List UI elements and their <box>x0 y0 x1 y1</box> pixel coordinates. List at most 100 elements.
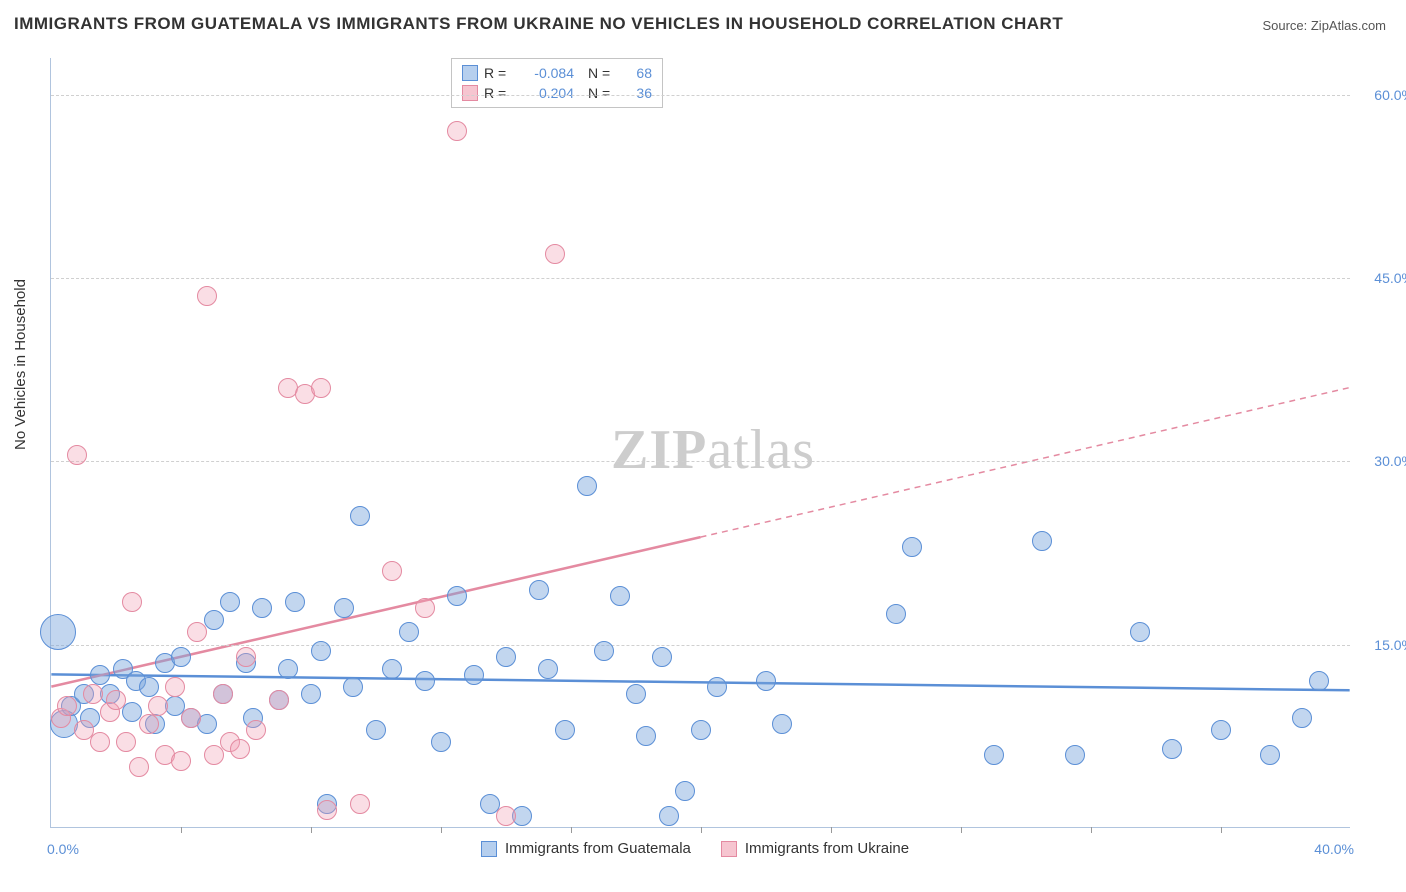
data-point <box>139 714 159 734</box>
y-tick-label: 30.0% <box>1374 453 1406 469</box>
data-point <box>57 696 77 716</box>
gridline-h <box>51 95 1350 96</box>
data-point <box>343 677 363 697</box>
data-point <box>1292 708 1312 728</box>
scatter-plot: ZIPatlas R = -0.084 N = 68 R = 0.204 N =… <box>50 58 1350 828</box>
data-point <box>382 659 402 679</box>
data-point <box>139 677 159 697</box>
data-point <box>129 757 149 777</box>
x-tick <box>961 827 962 833</box>
data-point <box>626 684 646 704</box>
data-point <box>213 684 233 704</box>
data-point <box>116 732 136 752</box>
data-point <box>577 476 597 496</box>
watermark: ZIPatlas <box>611 418 815 482</box>
data-point <box>886 604 906 624</box>
swatch-blue <box>462 65 478 81</box>
data-point <box>555 720 575 740</box>
data-point <box>652 647 672 667</box>
data-point <box>171 647 191 667</box>
chart-title: IMMIGRANTS FROM GUATEMALA VS IMMIGRANTS … <box>14 14 1063 34</box>
data-point <box>538 659 558 679</box>
data-point <box>902 537 922 557</box>
data-point <box>610 586 630 606</box>
n-value-pink: 36 <box>622 83 652 103</box>
data-point <box>204 610 224 630</box>
n-value-blue: 68 <box>622 63 652 83</box>
data-point <box>171 751 191 771</box>
data-point <box>1065 745 1085 765</box>
data-point <box>311 641 331 661</box>
data-point <box>382 561 402 581</box>
swatch-pink <box>462 85 478 101</box>
data-point <box>278 659 298 679</box>
data-point <box>984 745 1004 765</box>
gridline-h <box>51 645 1350 646</box>
legend-item-ukraine: Immigrants from Ukraine <box>721 840 909 857</box>
data-point <box>1260 745 1280 765</box>
data-point <box>220 592 240 612</box>
r-label: R = <box>484 83 512 103</box>
r-value-blue: -0.084 <box>518 63 574 83</box>
data-point <box>230 739 250 759</box>
data-point <box>90 732 110 752</box>
legend-row-pink: R = 0.204 N = 36 <box>462 83 652 103</box>
data-point <box>350 794 370 814</box>
watermark-atlas: atlas <box>707 419 815 481</box>
n-label: N = <box>588 63 616 83</box>
data-point <box>366 720 386 740</box>
gridline-h <box>51 278 1350 279</box>
y-tick-label: 45.0% <box>1374 270 1406 286</box>
data-point <box>399 622 419 642</box>
data-point <box>311 378 331 398</box>
data-point <box>756 671 776 691</box>
data-point <box>447 121 467 141</box>
data-point <box>1309 671 1329 691</box>
series-legend: Immigrants from Guatemala Immigrants fro… <box>481 840 909 857</box>
data-point <box>246 720 266 740</box>
x-axis-max: 40.0% <box>1314 841 1354 857</box>
data-point <box>334 598 354 618</box>
data-point <box>415 598 435 618</box>
data-point <box>285 592 305 612</box>
data-point <box>236 647 256 667</box>
x-tick <box>701 827 702 833</box>
swatch-blue <box>481 841 497 857</box>
data-point <box>529 580 549 600</box>
x-tick <box>311 827 312 833</box>
legend-item-guatemala: Immigrants from Guatemala <box>481 840 691 857</box>
data-point <box>148 696 168 716</box>
data-point <box>252 598 272 618</box>
watermark-zip: ZIP <box>611 419 707 481</box>
data-point <box>464 665 484 685</box>
data-point <box>40 614 76 650</box>
gridline-h <box>51 461 1350 462</box>
y-tick-label: 60.0% <box>1374 87 1406 103</box>
y-tick-label: 15.0% <box>1374 637 1406 653</box>
x-tick <box>1221 827 1222 833</box>
x-tick <box>181 827 182 833</box>
y-axis-label: No Vehicles in Household <box>12 279 29 450</box>
data-point <box>122 592 142 612</box>
swatch-pink <box>721 841 737 857</box>
data-point <box>301 684 321 704</box>
data-point <box>1130 622 1150 642</box>
data-point <box>67 445 87 465</box>
data-point <box>197 286 217 306</box>
x-tick <box>831 827 832 833</box>
data-point <box>317 800 337 820</box>
legend-label-ukraine: Immigrants from Ukraine <box>745 840 909 857</box>
data-point <box>181 708 201 728</box>
x-tick <box>571 827 572 833</box>
data-point <box>350 506 370 526</box>
data-point <box>691 720 711 740</box>
data-point <box>187 622 207 642</box>
data-point <box>496 647 516 667</box>
data-point <box>707 677 727 697</box>
data-point <box>1211 720 1231 740</box>
data-point <box>545 244 565 264</box>
source-attribution: Source: ZipAtlas.com <box>1262 18 1386 33</box>
data-point <box>675 781 695 801</box>
data-point <box>1032 531 1052 551</box>
data-point <box>594 641 614 661</box>
